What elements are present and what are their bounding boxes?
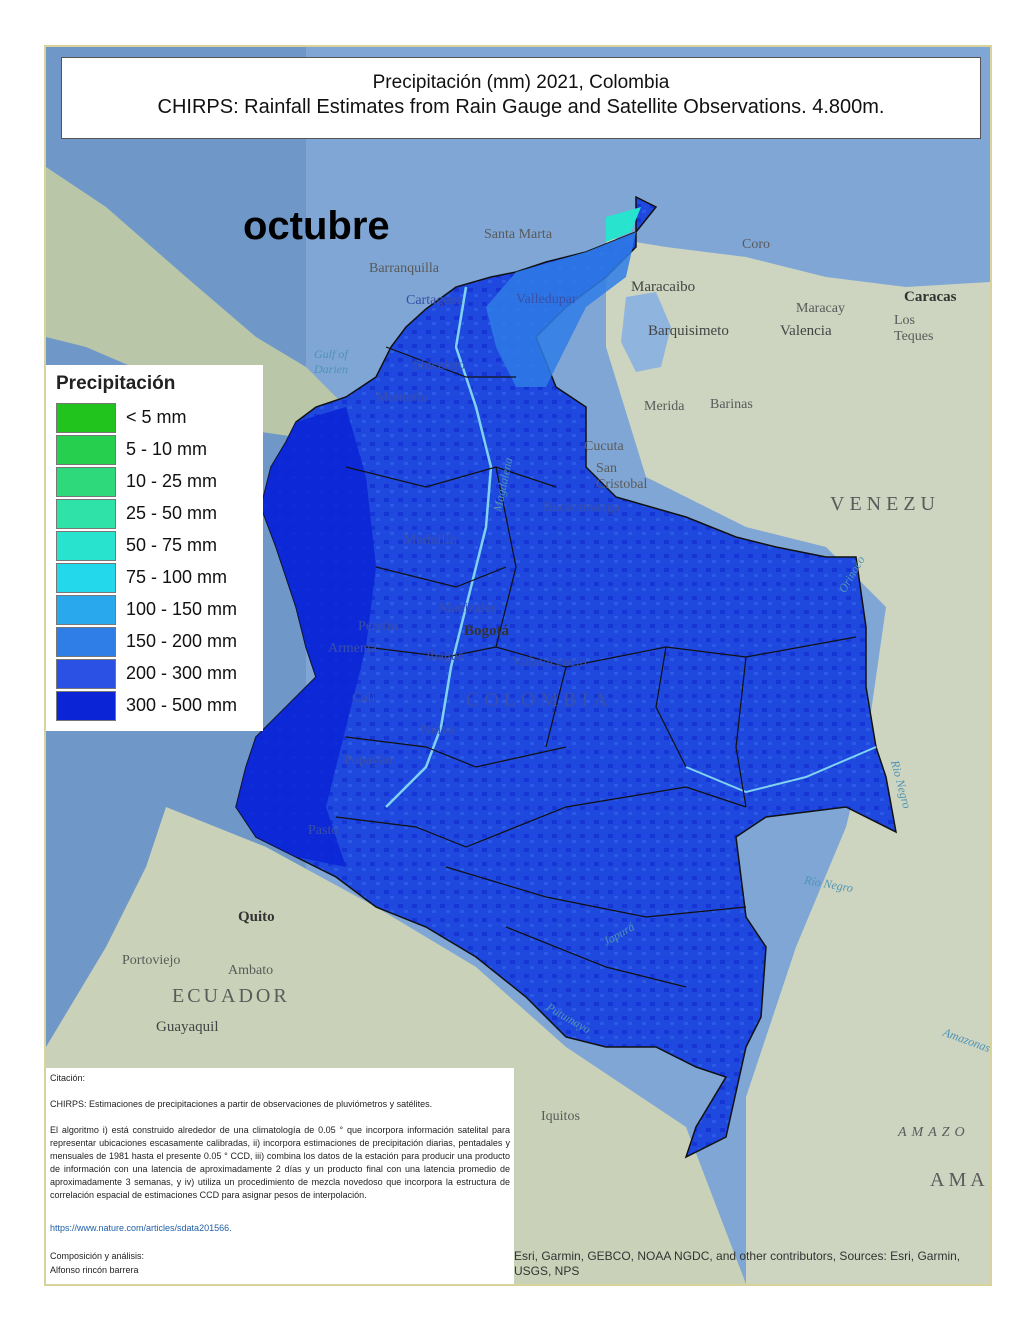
place-ambato: Ambato bbox=[228, 963, 274, 978]
legend-swatch bbox=[56, 531, 116, 561]
legend-item: 150 - 200 mm bbox=[56, 627, 266, 657]
colombia-precip-region bbox=[235, 195, 898, 1159]
map-subtitle: CHIRPS: Rainfall Estimates from Rain Gau… bbox=[157, 96, 885, 118]
citation-url-link[interactable]: https://www.nature.com/articles/sdata201… bbox=[50, 1223, 232, 1233]
legend-label: 75 - 100 mm bbox=[126, 567, 228, 587]
citation-author: Alfonso rincón barrera bbox=[50, 1265, 139, 1275]
legend-item: 100 - 150 mm bbox=[56, 595, 266, 625]
place-merida: Merida bbox=[644, 399, 685, 414]
place-medellin: Medellín bbox=[403, 532, 458, 548]
place-valledupar: Valledupar bbox=[516, 292, 577, 307]
place-barinas: Barinas bbox=[710, 397, 753, 412]
country-ecuador: ECUADOR bbox=[172, 985, 290, 1007]
place-valencia: Valencia bbox=[780, 323, 832, 339]
place-sincelejo: Sincelejo bbox=[413, 358, 466, 373]
legend-swatch bbox=[56, 691, 116, 721]
legend-label: 200 - 300 mm bbox=[126, 663, 238, 683]
map-attribution: Esri, Garmin, GEBCO, NOAA NGDC, and othe… bbox=[514, 1249, 961, 1278]
citation-body: El algoritmo i) está construido alrededo… bbox=[50, 1125, 510, 1200]
legend-swatch bbox=[56, 499, 116, 529]
place-bogota: Bogotá bbox=[464, 623, 509, 639]
legend-swatch bbox=[56, 467, 116, 497]
place-neiva: Neiva bbox=[421, 723, 455, 738]
place-iquitos: Iquitos bbox=[541, 1109, 580, 1124]
legend: Precipitación < 5 mm 5 - 10 mm 10 - 25 mm 2… bbox=[46, 365, 263, 731]
rio-negro-line bbox=[685, 746, 877, 794]
citation-heading: Citación: bbox=[50, 1073, 86, 1083]
citation-line1: CHIRPS: Estimaciones de precipitaciones … bbox=[50, 1099, 433, 1109]
place-pereira: Pereira bbox=[358, 619, 398, 634]
place-bucaramanga: Bucaramanga bbox=[543, 500, 620, 515]
legend-label: < 5 mm bbox=[126, 407, 187, 427]
legend-label: 150 - 200 mm bbox=[126, 631, 238, 651]
legend-item: 50 - 75 mm bbox=[56, 531, 266, 561]
legend-item: 75 - 100 mm bbox=[56, 563, 266, 593]
map-title: Precipitación (mm) 2021, Colombia bbox=[372, 72, 670, 93]
place-santa-marta: Santa Marta bbox=[484, 227, 553, 242]
place-guayaquil: Guayaquil bbox=[156, 1019, 219, 1035]
legend-swatch bbox=[56, 403, 116, 433]
country-venezuela: VENEZU bbox=[830, 493, 940, 515]
place-villavicencio: Villavicencio bbox=[512, 655, 587, 670]
legend-item: 25 - 50 mm bbox=[56, 499, 266, 529]
water-gulf-of-darien: Gulf of Darien bbox=[314, 347, 348, 376]
place-san-cristobal: San Cristobal bbox=[596, 461, 648, 492]
map-frame: Santa Marta Barranquilla Cartagena Valle… bbox=[44, 45, 992, 1286]
pacific-heavy-band bbox=[236, 407, 376, 867]
department-boundaries bbox=[335, 346, 857, 988]
legend-swatch bbox=[56, 595, 116, 625]
legend-label: 100 - 150 mm bbox=[126, 599, 238, 619]
place-portoviejo: Portoviejo bbox=[122, 953, 181, 968]
citation-composition: Composición y análisis: bbox=[50, 1251, 145, 1261]
legend-swatch bbox=[56, 435, 116, 465]
legend-item: 200 - 300 mm bbox=[56, 659, 266, 689]
lake-maracaibo bbox=[621, 292, 671, 372]
guajira-light bbox=[606, 207, 641, 242]
region-amazonas-1: AMAZO bbox=[898, 1125, 970, 1140]
place-monteria: Montería bbox=[376, 390, 428, 405]
legend-label: 300 - 500 mm bbox=[126, 695, 238, 715]
place-caracas: Caracas bbox=[904, 289, 957, 305]
place-popayan: Popayán bbox=[344, 753, 393, 768]
citation-box: Citación: CHIRPS: Estimaciones de precip… bbox=[46, 1068, 514, 1284]
legend-item: < 5 mm bbox=[56, 403, 266, 433]
place-coro: Coro bbox=[742, 237, 770, 252]
place-barranquilla: Barranquilla bbox=[369, 261, 439, 276]
month-label: octubre bbox=[243, 204, 390, 248]
place-maracaibo: Maracaibo bbox=[631, 279, 696, 295]
region-amazonas-2: AMA bbox=[930, 1169, 989, 1191]
legend-swatch bbox=[56, 563, 116, 593]
northern-lighter-zone bbox=[486, 232, 636, 387]
legend-label: 50 - 75 mm bbox=[126, 535, 218, 555]
place-los-teques: Los Teques bbox=[894, 313, 934, 344]
legend-title: Precipitación bbox=[56, 373, 176, 394]
country-colombia: COLOMBIA bbox=[466, 689, 613, 711]
legend-label: 10 - 25 mm bbox=[126, 471, 218, 491]
map-title-box: Precipitación (mm) 2021, Colombia CHIRPS… bbox=[61, 57, 981, 139]
venezuela-land bbox=[606, 237, 990, 1284]
place-ibague: Ibagué bbox=[426, 649, 465, 664]
place-barquisimeto: Barquisimeto bbox=[648, 323, 729, 339]
place-pasto: Pasto bbox=[308, 823, 339, 838]
legend-item: 5 - 10 mm bbox=[56, 435, 266, 465]
place-cali: Cali bbox=[352, 691, 376, 706]
place-armenia: Armenia bbox=[328, 641, 377, 656]
legend-item: 10 - 25 mm bbox=[56, 467, 266, 497]
legend-label: 5 - 10 mm bbox=[126, 439, 208, 459]
place-quito: Quito bbox=[238, 909, 275, 925]
place-manizales: Manizales bbox=[439, 601, 497, 616]
legend-swatch bbox=[56, 659, 116, 689]
legend-swatch bbox=[56, 627, 116, 657]
place-maracay: Maracay bbox=[796, 301, 845, 316]
place-cucuta: Cucuta bbox=[584, 439, 624, 454]
place-cartagena: Cartagena bbox=[406, 293, 463, 308]
legend-item: 300 - 500 mm bbox=[56, 691, 266, 721]
legend-label: 25 - 50 mm bbox=[126, 503, 218, 523]
panama-land bbox=[46, 167, 346, 437]
